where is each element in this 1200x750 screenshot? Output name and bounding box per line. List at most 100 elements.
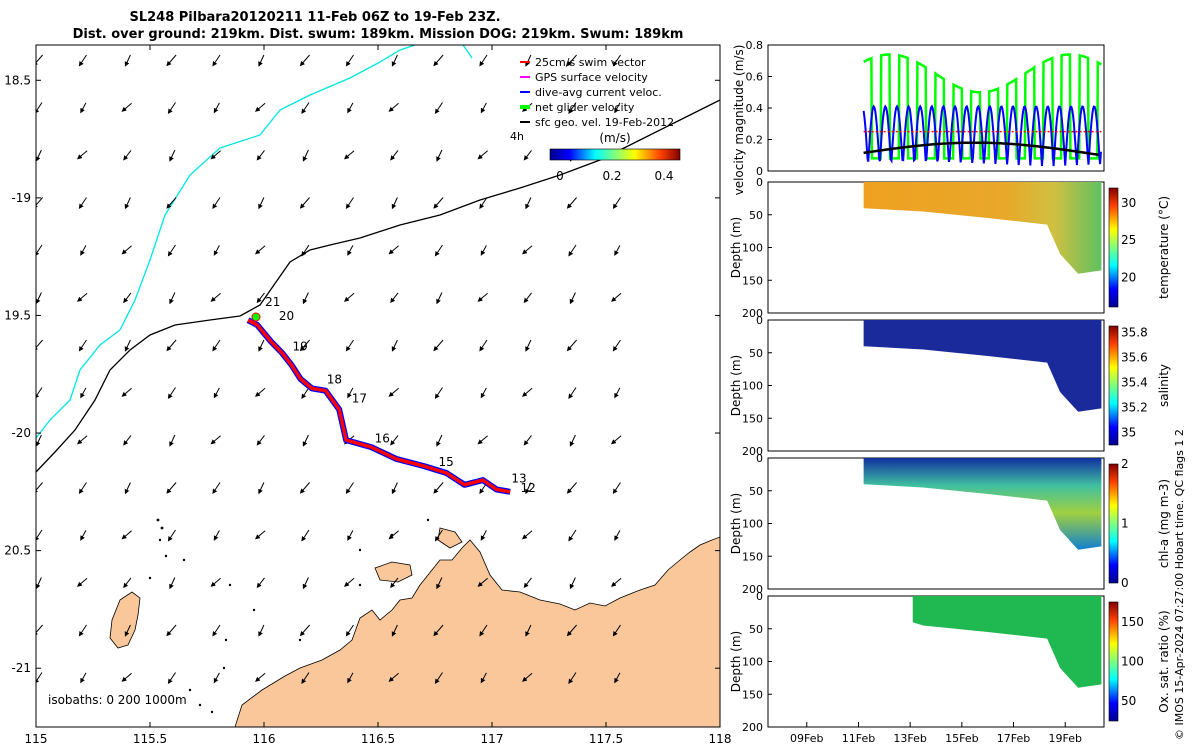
current-arrow xyxy=(123,150,132,161)
current-arrow xyxy=(80,530,87,541)
current-arrow xyxy=(255,245,266,255)
current-arrow xyxy=(434,102,443,114)
chl-a-section-ytick-label: 50 xyxy=(749,485,763,498)
current-arrow xyxy=(77,150,88,160)
current-arrow xyxy=(36,244,43,257)
current-arrow xyxy=(345,54,354,67)
current-arrow xyxy=(301,672,310,684)
current-arrow xyxy=(299,482,310,494)
current-arrow xyxy=(479,54,488,67)
current-arrow xyxy=(258,339,265,352)
legend-label-net: net glider velocity xyxy=(535,101,635,114)
velocity-ylabel: velocity magnitude (m/s) xyxy=(732,45,746,196)
current-arrow xyxy=(167,244,176,257)
current-arrow xyxy=(36,577,42,590)
current-arrow xyxy=(391,339,398,352)
current-arrow xyxy=(36,529,43,542)
salinity-section-colorbar-tick: 35.4 xyxy=(1121,375,1148,389)
current-arrow xyxy=(522,245,533,255)
current-arrow xyxy=(522,387,533,397)
current-arrow xyxy=(80,245,87,256)
legend-entry-swim: 25cm/s swim vector xyxy=(520,56,646,69)
current-arrow xyxy=(566,197,577,209)
current-arrow xyxy=(345,482,354,494)
speed-colorbar-ticks: 0 0.2 0.4 xyxy=(556,169,673,183)
current-arrow xyxy=(121,672,132,682)
temperature-section-ytick-label: 0 xyxy=(756,176,763,189)
current-arrow xyxy=(166,54,177,67)
current-arrow xyxy=(124,482,131,495)
current-arrow xyxy=(301,244,310,257)
current-arrow xyxy=(434,672,443,684)
current-arrow xyxy=(258,197,265,210)
current-arrow xyxy=(612,482,621,494)
track-day-label: 19 xyxy=(293,340,308,354)
current-arrow xyxy=(522,672,533,682)
track-day-label: 13 xyxy=(511,471,526,485)
current-arrow xyxy=(388,245,399,255)
current-arrow xyxy=(477,435,488,445)
current-arrow xyxy=(568,672,577,684)
current-arrow xyxy=(388,102,399,112)
map-xtick-label: 116.5 xyxy=(361,732,395,746)
current-arrow xyxy=(36,434,42,447)
map-ytick-label: -21 xyxy=(11,661,31,675)
salinity-section-data xyxy=(863,320,1102,412)
land-mainland xyxy=(234,536,720,727)
chl-a-section-ylabel: Depth (m) xyxy=(729,493,743,554)
current-arrow xyxy=(256,577,265,589)
current-arrow xyxy=(611,292,622,302)
chl-a-section-ytick-label: 100 xyxy=(742,518,763,531)
current-arrow xyxy=(169,149,176,162)
map-x-ticks: 115 115.5 116 116.5 117 117.5 118 xyxy=(25,45,731,746)
current-arrow xyxy=(391,624,398,637)
legend-label-gps: GPS surface velocity xyxy=(535,71,648,84)
map-ytick-label: -19 xyxy=(11,191,31,205)
track-end-marker xyxy=(251,312,261,322)
current-arrow xyxy=(36,102,43,114)
current-arrow xyxy=(212,54,221,67)
map-ytick-label: 18.5 xyxy=(4,73,31,87)
current-arrow xyxy=(80,102,87,114)
current-arrow xyxy=(391,54,398,67)
current-arrow xyxy=(167,529,176,542)
current-arrow xyxy=(477,150,488,160)
islet-dots xyxy=(148,518,430,714)
track-day-label: 17 xyxy=(352,391,367,405)
current-arrow xyxy=(167,387,176,399)
map-xtick-label: 117 xyxy=(481,732,504,746)
current-arrow xyxy=(390,150,399,161)
current-arrow xyxy=(77,435,88,445)
current-arrow xyxy=(391,482,398,495)
legend-label-geo: sfc geo. vel. 19-Feb-2012 xyxy=(535,116,674,129)
current-arrow xyxy=(434,529,443,542)
salinity-section-panel: 0 50 100 150 200 Depth (m) 35.8 35.6 35.4 35.2 35 s… xyxy=(729,314,1171,458)
current-arrow xyxy=(344,292,355,302)
current-arrow xyxy=(477,292,488,302)
temperature-section-colorbar-tick: 30 xyxy=(1121,196,1136,210)
current-arrow xyxy=(480,672,487,684)
salinity-section-colorbar-tick: 35.8 xyxy=(1121,325,1148,339)
current-arrow xyxy=(433,339,444,352)
speed-colorbar-gradient xyxy=(549,148,681,161)
legend-entry-net: net glider velocity xyxy=(520,101,635,114)
current-arrow xyxy=(299,339,310,352)
current-arrow xyxy=(124,197,131,210)
current-arrow xyxy=(347,530,354,541)
oxygen-section-ytick-label: 50 xyxy=(749,623,763,636)
current-arrow xyxy=(255,102,266,112)
current-arrow xyxy=(123,577,132,589)
current-arrow xyxy=(568,387,577,399)
isobaths-label: isobaths: 0 200 1000m xyxy=(48,693,187,707)
salinity-section-ytick-label: 100 xyxy=(742,380,763,393)
current-arrow xyxy=(256,150,265,161)
current-arrow xyxy=(302,149,309,162)
current-arrow xyxy=(78,54,87,67)
salinity-section-colorbar-tick: 35 xyxy=(1121,425,1136,439)
oxygen-section-ytick-label: 0 xyxy=(756,590,763,603)
current-arrow xyxy=(436,292,443,305)
current-arrow xyxy=(345,339,354,352)
